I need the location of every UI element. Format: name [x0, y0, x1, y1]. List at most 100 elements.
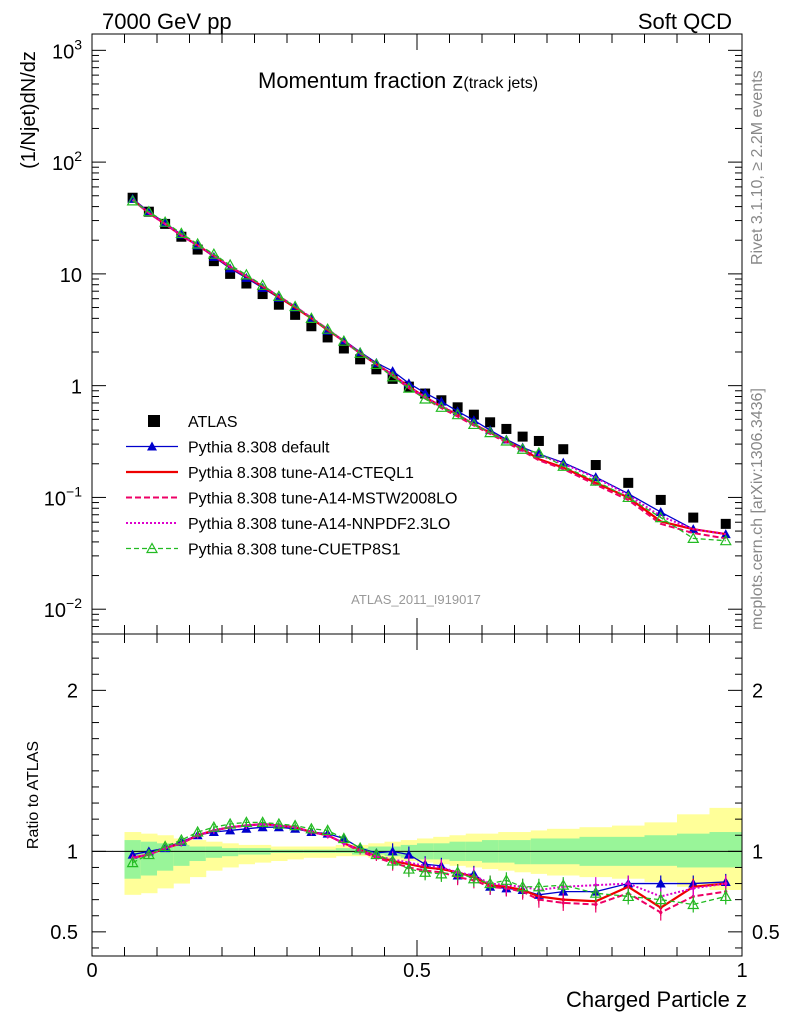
- ratio-y-axis-label: Ratio to ATLAS: [25, 741, 42, 849]
- band-inner-bin: [709, 832, 742, 868]
- main-line-cuetp8s1: [132, 200, 726, 542]
- main-point-cuetp8s1: [305, 312, 318, 323]
- data-point: [387, 373, 398, 384]
- ratio-point-cuetp8s1: [337, 832, 350, 844]
- main-point-cuetp8s1: [142, 205, 155, 217]
- main-point-cuetp8s1: [557, 460, 570, 471]
- ratio-point-nnpdf: [691, 886, 695, 890]
- main-point-cuetp8s1: [207, 247, 220, 259]
- main-point-cuetp8s1: [532, 446, 545, 458]
- data-point: [720, 518, 731, 529]
- main-series-cteql1: [131, 198, 726, 536]
- band-inner-bin: [335, 848, 353, 853]
- legend: ATLAS Pythia 8.308 default Pythia 8.308 tu…: [126, 414, 457, 559]
- main-series-default: [127, 193, 731, 539]
- ratio-point-default: [403, 849, 414, 859]
- ratio-point-cuetp8s1: [240, 816, 253, 827]
- data-point: [371, 364, 382, 375]
- header-energy-label: 7000 GeV pp: [102, 9, 232, 34]
- main-series-nnpdf: [131, 199, 726, 536]
- main-line-cteql1: [131, 198, 726, 536]
- band-inner-bin: [173, 844, 190, 866]
- data-point: [501, 423, 512, 434]
- ratio-y-tick-label: 0.5: [50, 922, 78, 944]
- ratio-point-nnpdf: [724, 881, 728, 886]
- band-inner-bin: [644, 835, 678, 866]
- ratio-point-cuetp8s1: [191, 825, 204, 837]
- band-inner-bin: [189, 846, 207, 862]
- band-inner-bin: [514, 840, 532, 865]
- main-point-cuetp8s1: [354, 347, 367, 358]
- ratio-y-tick-label: 2: [67, 680, 78, 702]
- main-y-axis-label: (1/Njet)dN/dz: [18, 51, 40, 169]
- ratio-y-tick-label-right: 1: [752, 841, 763, 863]
- ratio-point-cuetp8s1: [142, 848, 155, 860]
- ratio-y-tick-label-right: 0.5: [752, 922, 780, 944]
- ratio-point-cuetp8s1: [207, 820, 220, 832]
- main-point-cuetp8s1: [240, 268, 253, 280]
- ratio-point-cuetp8s1: [500, 874, 513, 885]
- data-point: [655, 494, 666, 505]
- plot-title-main: Momentum fraction z: [258, 68, 463, 93]
- ratio-point-mstw: [537, 898, 541, 902]
- ratio-point-cuetp8s1: [402, 862, 415, 874]
- ratio-point-cuetp8s1: [305, 822, 318, 834]
- main-series-mstw: [131, 199, 726, 540]
- ratio-point-cuetp8s1: [272, 817, 285, 829]
- rivet-version-label: Rivet 3.1.10, ≥ 2.2M events: [749, 70, 766, 265]
- ratio-point-cuetp8s1: [175, 833, 188, 845]
- ratio-point-cuetp8s1: [719, 890, 732, 902]
- legend-label-mstw: Pythia 8.308 tune-A14-MSTW2008LO: [188, 491, 457, 508]
- main-point-cuetp8s1: [435, 401, 448, 412]
- main-point-cuetp8s1: [321, 322, 334, 334]
- data-point: [192, 244, 203, 255]
- main-series-cuetp8s1: [126, 194, 732, 546]
- ratio-line-mstw: [132, 822, 726, 914]
- ratio-point-cuetp8s1: [622, 890, 635, 902]
- legend-label-default: Pythia 8.308 default: [188, 440, 330, 457]
- main-point-cuetp8s1: [289, 300, 302, 312]
- ratio-series-cuetp8s1: [126, 816, 732, 913]
- data-point: [306, 321, 317, 332]
- ratio-point-cuetp8s1: [484, 877, 497, 889]
- main-point-cuetp8s1: [191, 237, 204, 249]
- main-y-tick-label: 10−1: [44, 483, 82, 510]
- main-point-cuetp8s1: [386, 370, 399, 382]
- data-point: [558, 444, 569, 455]
- band-inner-bin: [222, 848, 239, 857]
- data-point: [322, 332, 333, 343]
- ratio-point-cuetp8s1: [386, 854, 399, 866]
- plot-title: Momentum fraction z(track jets): [258, 68, 538, 93]
- ratio-point-mstw: [659, 910, 663, 915]
- x-axis-label: Charged Particle z: [566, 987, 747, 1012]
- main-point-cuetp8s1: [589, 474, 602, 486]
- ratio-point-nnpdf: [626, 881, 630, 886]
- data-point: [208, 256, 219, 267]
- ratio-point-cuetp8s1: [370, 848, 383, 860]
- main-point-cuetp8s1: [272, 290, 285, 301]
- ratio-y-tick-label-right: 2: [752, 680, 763, 702]
- main-y-tick-label: 10−2: [44, 595, 82, 622]
- ratio-point-cuetp8s1: [256, 816, 269, 827]
- data-point: [688, 512, 699, 523]
- plot-title-sub: (track jets): [463, 75, 538, 92]
- main-y-tick-label: 103: [52, 36, 82, 63]
- main-y-tick-label: 10: [60, 265, 82, 287]
- data-point: [273, 299, 284, 310]
- main-line-mstw: [131, 199, 726, 540]
- main-point-cuetp8s1: [256, 279, 269, 290]
- main-point-cuetp8s1: [159, 215, 172, 227]
- header-category-label: Soft QCD: [638, 9, 732, 34]
- ratio-point-cuetp8s1: [451, 866, 464, 877]
- main-point-cuetp8s1: [719, 534, 732, 546]
- main-point-cuetp8s1: [467, 418, 480, 430]
- main-point-cuetp8s1: [126, 194, 139, 206]
- legend-entry-mstw: Pythia 8.308 tune-A14-MSTW2008LO: [126, 491, 457, 508]
- legend-marker-default: [147, 441, 157, 451]
- main-y-tick-label: 102: [52, 148, 82, 175]
- data-point: [485, 417, 496, 428]
- legend-entry-nnpdf: Pythia 8.308 tune-A14-NNPDF2.3LO: [126, 516, 450, 533]
- main-point-cuetp8s1: [402, 381, 415, 393]
- band-inner-bin: [205, 846, 223, 858]
